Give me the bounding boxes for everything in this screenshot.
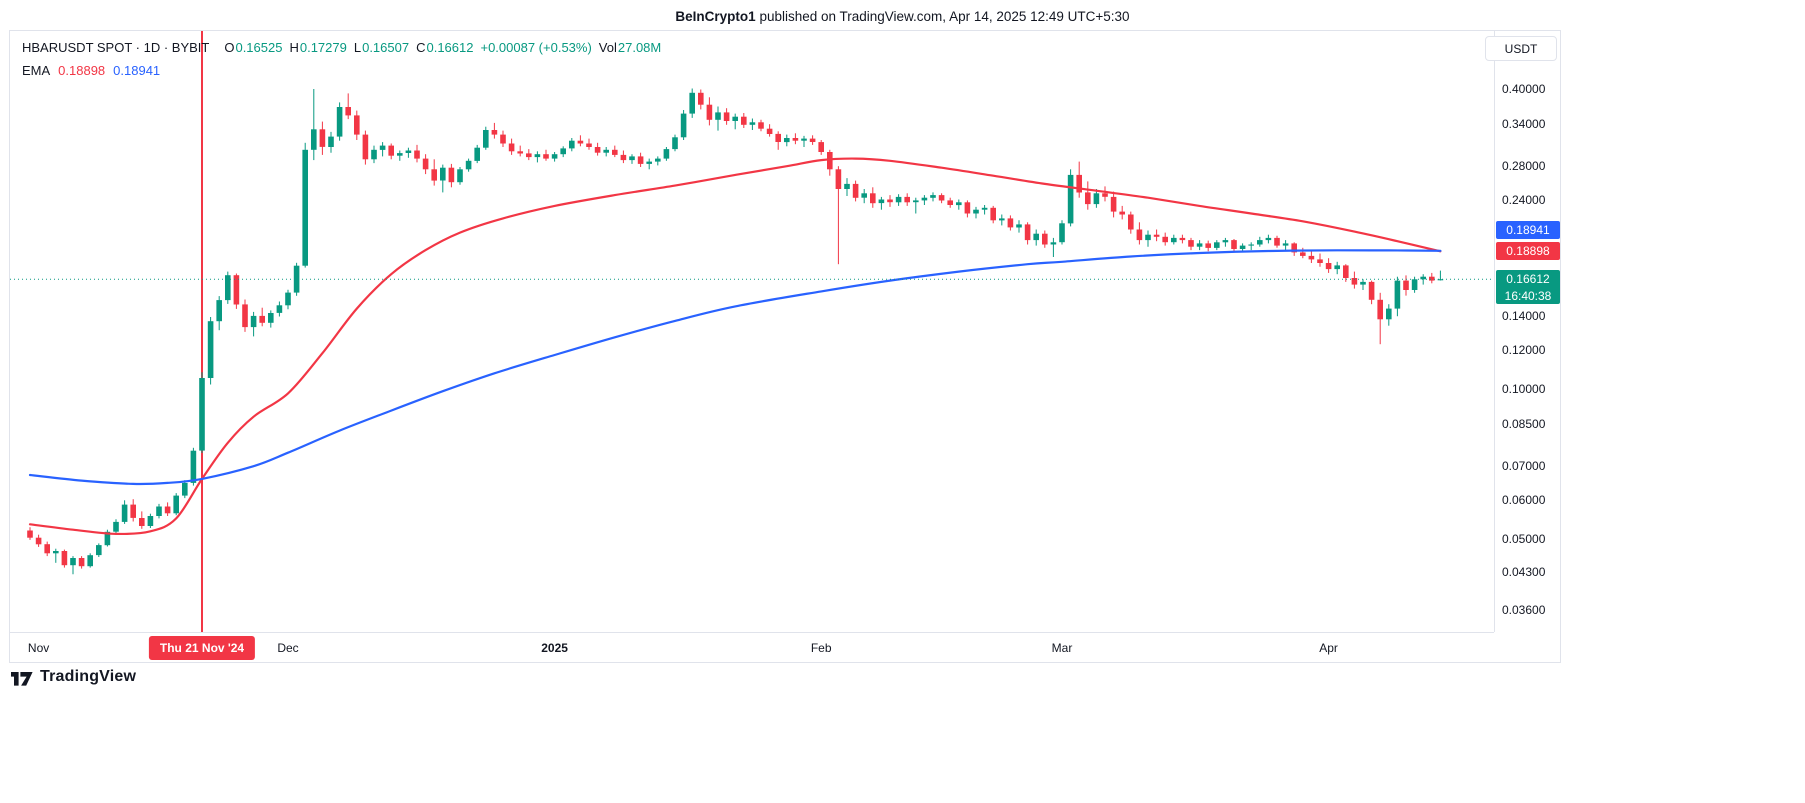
price-axis-label: 0.34000 — [1502, 117, 1546, 132]
high-value: H 0.17279 — [289, 40, 347, 55]
ema-blue-price-badge: 0.18941 — [1496, 221, 1560, 240]
price-axis[interactable]: 0.40000 0.34000 0.28000 0.24000 0.14000 0.120… — [1494, 31, 1561, 632]
ema-blue-value: 0.18941 — [113, 63, 161, 78]
price-axis-label: 0.07000 — [1502, 459, 1546, 474]
chart-legend: HBARUSDT SPOT · 1D · BYBIT O 0.16525 H 0.1… — [22, 40, 661, 78]
price-axis-label: 0.08500 — [1502, 417, 1546, 432]
last-price-value: 0.16612 — [1506, 271, 1550, 286]
attribution-rest: published on TradingView.com, Apr 14, 20… — [755, 9, 1130, 24]
ema-blue-line[interactable] — [28, 249, 1442, 486]
attribution-text: BeInCrypto1 published on TradingView.com… — [0, 9, 1805, 24]
price-axis-label: 0.03600 — [1502, 603, 1546, 618]
ema-red-price-badge: 0.18898 — [1496, 242, 1560, 261]
last-price-badge: 0.16612 16:40:38 — [1496, 270, 1560, 305]
price-axis-label: 0.12000 — [1502, 342, 1546, 357]
time-axis-label-dec: Dec — [277, 641, 299, 655]
ema-red-value: 0.18898 — [58, 63, 106, 78]
time-axis-label-feb: Feb — [810, 641, 832, 655]
close-value: C 0.16612 — [416, 40, 474, 55]
legend-ema-row[interactable]: EMA 0.18898 0.18941 — [22, 63, 661, 78]
event-date-badge[interactable]: Thu 21 Nov '24 — [148, 636, 256, 660]
candles[interactable] — [27, 88, 1444, 575]
time-axis[interactable]: Nov Dec 2025 Feb Mar Apr Thu 21 Nov '24 — [10, 632, 1494, 663]
attribution-author: BeInCrypto1 — [675, 9, 756, 24]
price-axis-label: 0.28000 — [1502, 159, 1546, 174]
price-axis-label: 0.14000 — [1502, 309, 1546, 324]
time-axis-label-mar: Mar — [1051, 641, 1073, 655]
time-axis-label-nov: Nov — [27, 641, 50, 655]
price-chart-svg[interactable] — [10, 31, 1494, 632]
price-chart[interactable]: HBARUSDT SPOT · 1D · BYBIT O 0.16525 H 0.1… — [10, 31, 1494, 632]
ema-label: EMA — [22, 63, 51, 78]
tradingview-logo-icon — [11, 671, 33, 686]
change-value: +0.00087 (+0.53%) — [480, 40, 592, 55]
legend-ohlc-row: HBARUSDT SPOT · 1D · BYBIT O 0.16525 H 0.1… — [22, 40, 661, 55]
volume-value: Vol 27.08M — [598, 40, 662, 55]
price-axis-label: 0.24000 — [1502, 192, 1546, 207]
price-axis-label: 0.05000 — [1502, 532, 1546, 546]
tradingview-wordmark: TradingView — [40, 668, 137, 685]
currency-toggle-button[interactable]: USDT — [1485, 36, 1557, 61]
bar-countdown: 16:40:38 — [1504, 288, 1552, 303]
tradingview-footer[interactable]: TradingView — [11, 668, 136, 686]
time-axis-label-apr: Apr — [1319, 641, 1338, 655]
price-axis-label: 0.10000 — [1502, 382, 1546, 396]
price-axis-label: 0.06000 — [1502, 492, 1546, 507]
chart-widget: HBARUSDT SPOT · 1D · BYBIT O 0.16525 H 0.1… — [9, 30, 1561, 663]
symbol-title[interactable]: HBARUSDT SPOT · 1D · BYBIT — [22, 40, 210, 55]
time-axis-label-2025: 2025 — [541, 641, 568, 655]
low-value: L 0.16507 — [353, 40, 410, 55]
ema-red-line[interactable] — [28, 157, 1442, 536]
price-axis-label: 0.04300 — [1502, 564, 1546, 579]
open-value: O 0.16525 — [224, 40, 283, 55]
price-axis-label: 0.40000 — [1502, 82, 1546, 96]
